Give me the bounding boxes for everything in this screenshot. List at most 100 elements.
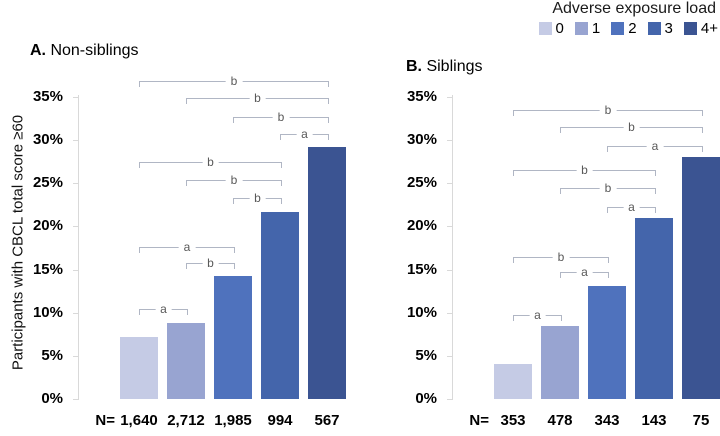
significance-bracket: a bbox=[607, 140, 703, 154]
y-axis-tick bbox=[73, 312, 79, 314]
significance-bracket: b bbox=[186, 256, 235, 270]
n-prefix: N= bbox=[469, 412, 489, 429]
y-tick-label: 0% bbox=[415, 390, 437, 407]
bar bbox=[120, 336, 158, 399]
significance-bracket: b bbox=[139, 75, 329, 89]
legend-item-label: 4+ bbox=[700, 20, 718, 37]
bar bbox=[541, 325, 579, 399]
n-prefix: N= bbox=[95, 412, 115, 429]
legend-item: 1 bbox=[574, 20, 601, 37]
y-tick-label: 20% bbox=[406, 217, 437, 235]
significance-label: a bbox=[576, 266, 593, 280]
bar bbox=[588, 285, 626, 399]
y-tick-label: 30% bbox=[32, 131, 63, 149]
n-count-label: 353 bbox=[500, 412, 526, 429]
significance-label: a bbox=[296, 127, 313, 141]
y-tick-label: 35% bbox=[32, 88, 63, 105]
n-count-label: 2,712 bbox=[167, 412, 205, 429]
significance-bracket: a bbox=[560, 266, 609, 280]
significance-bracket: b bbox=[186, 173, 282, 187]
panel-b-plot: 0% 5% 10% 15% 20% 25% 30% 35% b b a b b a b a a N= 353 478 3… bbox=[407, 88, 720, 429]
significance-label: a bbox=[178, 240, 196, 254]
n-count-label: 478 bbox=[547, 412, 573, 429]
y-tick-label: 15% bbox=[32, 260, 63, 278]
y-axis-tick bbox=[447, 399, 453, 400]
significance-bracket: b bbox=[186, 91, 329, 105]
legend-title: Adverse exposure load bbox=[552, 0, 716, 17]
bar bbox=[635, 217, 673, 399]
panel-a-title: A. Non-siblings bbox=[30, 42, 139, 60]
legend-item-label: 0 bbox=[555, 20, 564, 37]
y-axis-tick bbox=[447, 140, 453, 142]
significance-label: a bbox=[529, 309, 546, 323]
y-axis-tick bbox=[447, 183, 453, 185]
significance-bracket: b bbox=[513, 251, 609, 265]
legend-swatch bbox=[683, 22, 697, 35]
y-axis-tick bbox=[73, 140, 79, 142]
n-count-label: 343 bbox=[594, 412, 620, 429]
panel-a-plot: 0% 5% 10% 15% 20% 25% 30% 35% b b b a b b b a b a N= 1,640 2… bbox=[33, 75, 351, 429]
y-axis-tick bbox=[447, 355, 453, 357]
significance-bracket: b bbox=[233, 110, 329, 124]
significance-bracket: a bbox=[607, 201, 656, 215]
significance-label: b bbox=[576, 164, 593, 178]
significance-label: b bbox=[202, 256, 219, 270]
y-axis-tick bbox=[73, 183, 79, 185]
n-count-label: 75 bbox=[692, 412, 710, 429]
bar bbox=[308, 147, 346, 399]
legend-item-label: 2 bbox=[628, 20, 637, 37]
bar bbox=[167, 323, 205, 399]
legend-swatch bbox=[611, 22, 625, 35]
y-axis-tick bbox=[447, 97, 453, 98]
legend-item-label: 1 bbox=[591, 20, 601, 37]
significance-label: b bbox=[552, 251, 570, 265]
panel-b-title-text: Siblings bbox=[426, 58, 483, 75]
legend-items: 0 1 2 3 4+ bbox=[538, 20, 718, 37]
y-tick-label: 10% bbox=[406, 303, 437, 321]
y-tick-label: 30% bbox=[406, 131, 437, 149]
legend-item: 0 bbox=[538, 20, 564, 37]
y-tick-label: 15% bbox=[406, 260, 437, 278]
legend: Adverse exposure load 0 1 2 3 4+ bbox=[538, 0, 718, 37]
y-axis-tick bbox=[447, 269, 453, 271]
bar bbox=[214, 276, 252, 399]
n-count-label: 143 bbox=[641, 412, 667, 429]
significance-bracket: a bbox=[280, 127, 329, 141]
significance-label: b bbox=[623, 121, 640, 135]
significance-label: b bbox=[202, 155, 219, 169]
legend-item-label: 3 bbox=[664, 20, 673, 37]
n-count-label: 567 bbox=[314, 412, 340, 429]
y-tick-label: 25% bbox=[32, 174, 63, 192]
significance-label: b bbox=[272, 110, 290, 124]
significance-bracket: b bbox=[513, 164, 656, 178]
significance-label: b bbox=[599, 182, 617, 196]
significance-bracket: b bbox=[139, 155, 282, 169]
legend-swatch bbox=[647, 22, 661, 35]
y-tick-label: 0% bbox=[41, 390, 63, 407]
panel-a-title-prefix: A. bbox=[30, 42, 46, 59]
y-tick-label: 10% bbox=[32, 303, 63, 321]
y-axis-tick bbox=[73, 97, 79, 98]
significance-label: b bbox=[225, 173, 243, 187]
y-tick-label: 5% bbox=[415, 346, 437, 364]
panel-b-title: B. Siblings bbox=[406, 58, 482, 76]
y-axis-tick bbox=[447, 312, 453, 314]
y-axis-tick bbox=[73, 355, 79, 357]
significance-label: b bbox=[249, 91, 266, 105]
significance-label: a bbox=[623, 201, 640, 215]
significance-bracket: b bbox=[233, 191, 282, 205]
bar bbox=[494, 364, 532, 399]
y-tick-label: 5% bbox=[41, 346, 63, 364]
significance-bracket: a bbox=[513, 309, 562, 323]
y-axis-tick bbox=[73, 226, 79, 228]
significance-label: b bbox=[249, 191, 266, 205]
significance-label: b bbox=[599, 103, 617, 117]
significance-bracket: b bbox=[513, 103, 703, 117]
y-tick-label: 20% bbox=[32, 217, 63, 235]
significance-bracket: a bbox=[139, 240, 235, 254]
legend-swatch bbox=[574, 22, 588, 35]
n-count-label: 1,985 bbox=[214, 412, 252, 429]
y-tick-label: 35% bbox=[406, 88, 437, 105]
legend-swatch bbox=[538, 22, 552, 35]
